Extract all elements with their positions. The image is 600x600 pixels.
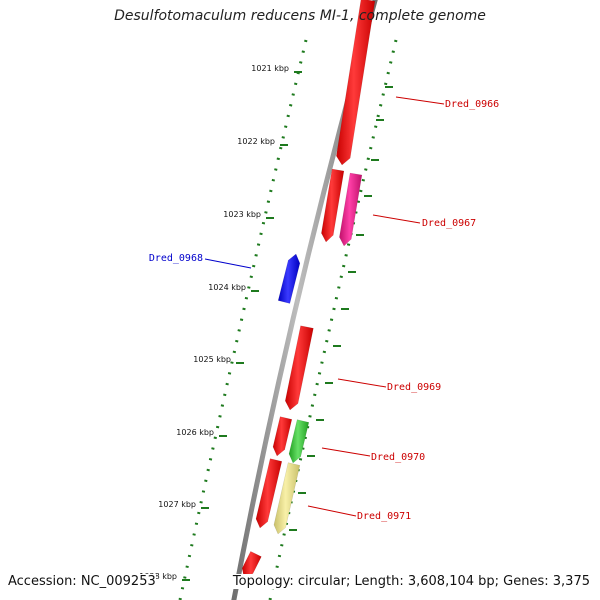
gene-label: Dred_0970: [371, 452, 425, 463]
accession-text: Accession: NC_009253: [8, 574, 156, 589]
tick-track-right: [268, 39, 398, 600]
gene-arrow-dred-0966: [336, 0, 376, 166]
gene-label-leader: [307, 505, 357, 517]
gene-label: Dred_0971: [357, 511, 411, 522]
gene-label-leader: [204, 258, 252, 269]
gene-arrow-b: [272, 416, 293, 457]
tick-label: 1021 kbp: [251, 64, 289, 73]
gene-arrow-dred-0968: [277, 253, 301, 304]
gene-arrow-dred-0967: [339, 172, 363, 247]
gene-arrow-a: [321, 168, 345, 243]
gene-label: Dred_0967: [422, 218, 476, 229]
map-title: Desulfotomaculum reducens MI-1, complete…: [114, 8, 486, 24]
gene-label: Dred_0966: [445, 99, 499, 110]
gene-arrow-c: [255, 458, 283, 529]
gene-label-leader: [337, 378, 387, 388]
gene-arrow-dred-0969: [284, 325, 314, 411]
tick-label: 1026 kbp: [176, 428, 214, 437]
tick-track-left: [178, 39, 308, 600]
tick-label: 1023 kbp: [223, 210, 261, 219]
gene-label-leader: [395, 96, 445, 105]
gene-arrow-dred-0971: [273, 462, 301, 535]
gene-label: Dred_0968: [149, 253, 203, 264]
genome-summary-text: Topology: circular; Length: 3,608,104 bp…: [232, 574, 590, 589]
tick-label: 1028 kbp: [139, 572, 177, 581]
gene-arrow-dred-0970: [288, 419, 310, 464]
gene-label-leader: [321, 447, 371, 457]
gene-label: Dred_0969: [387, 382, 441, 393]
tick-label: 1022 kbp: [237, 137, 275, 146]
gene-label-leader: [372, 214, 421, 224]
tick-label: 1024 kbp: [208, 283, 246, 292]
tick-label: 1027 kbp: [158, 500, 196, 509]
tick-label: 1025 kbp: [193, 355, 231, 364]
